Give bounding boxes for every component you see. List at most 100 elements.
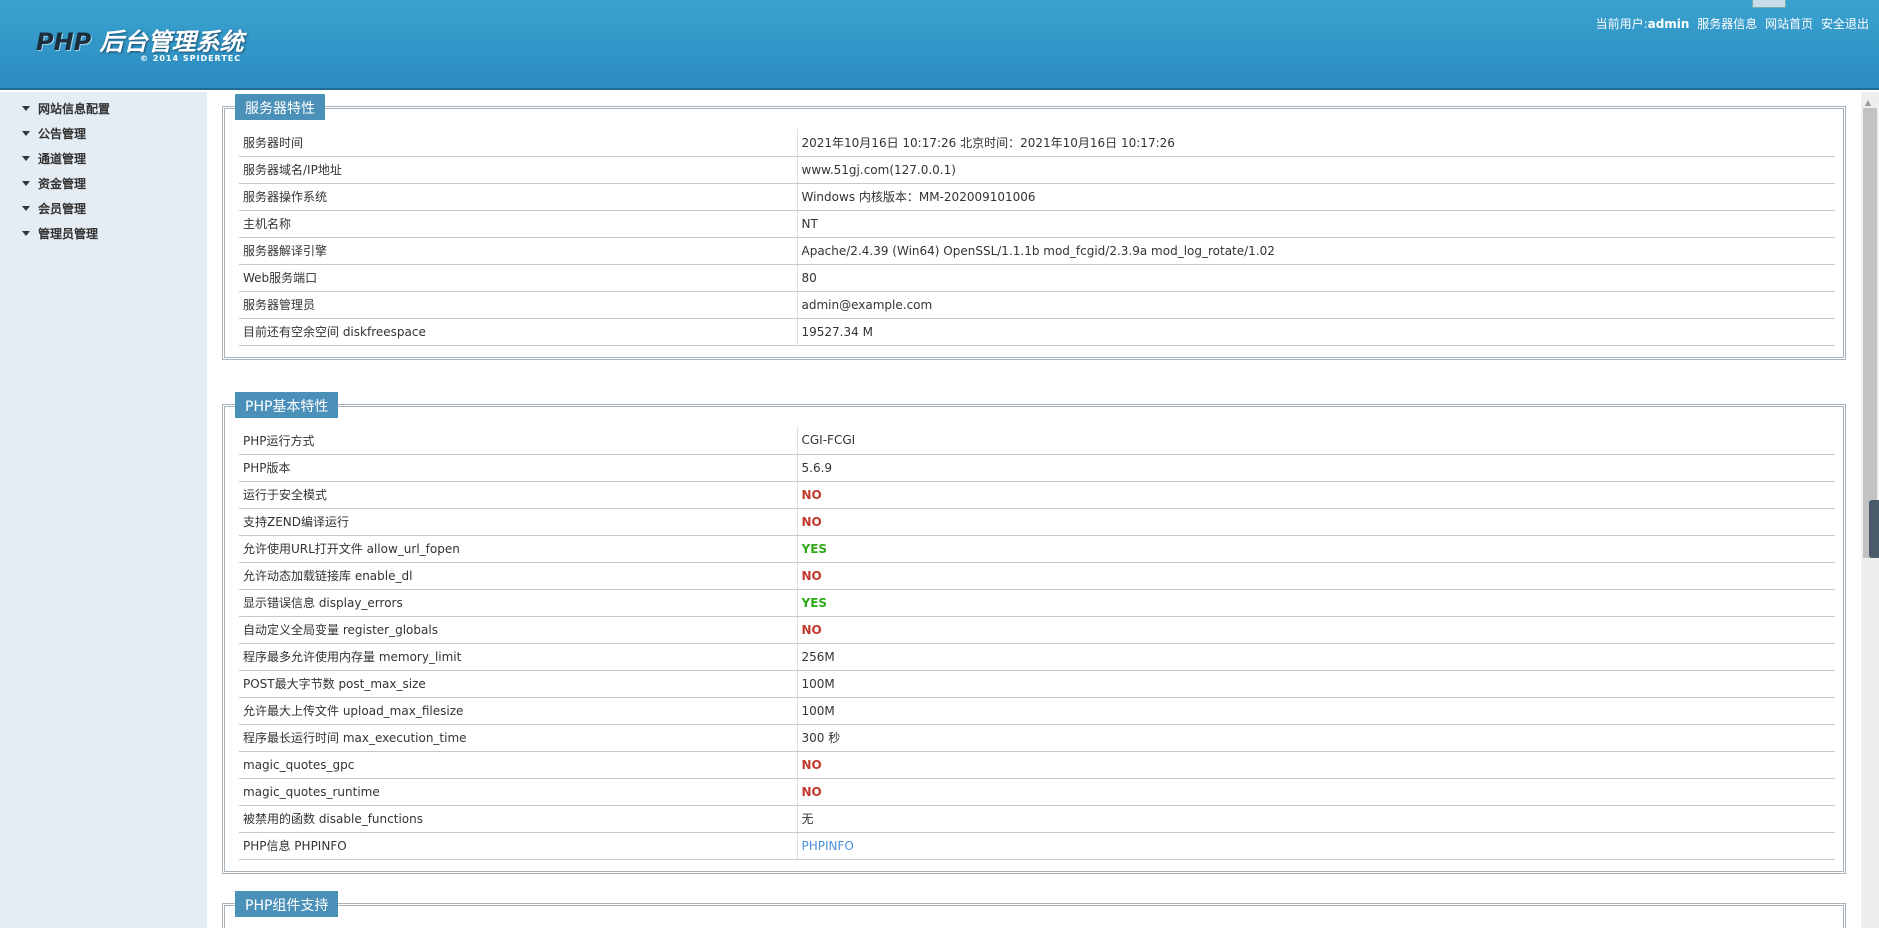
table-row: 允许动态加载链接库 enable_dl NO bbox=[239, 562, 1835, 590]
sidebar-item[interactable]: 公告管理 bbox=[0, 121, 207, 146]
row-label: 被禁用的函数 disable_functions bbox=[239, 805, 798, 833]
sidebar-item[interactable]: 通道管理 bbox=[0, 146, 207, 171]
row-label: 程序最长运行时间 max_execution_time bbox=[239, 724, 798, 752]
table-row: 目前还有空余空间 diskfreespace 19527.34 M bbox=[239, 318, 1835, 346]
table-row: 自动定义全局变量 register_globals NO bbox=[239, 616, 1835, 644]
table-row: 运行于安全模式 NO bbox=[239, 481, 1835, 509]
scroll-up-icon[interactable]: ▲ bbox=[1865, 98, 1872, 107]
table-row: 服务器操作系统 Windows 内核版本：MM-202009101006 bbox=[239, 183, 1835, 211]
row-value: NO bbox=[797, 616, 1835, 644]
row-value: 2021年10月16日 10:17:26 北京时间：2021年10月16日 10… bbox=[797, 129, 1835, 157]
header: PHP 后台管理系统 © 2014 SPIDERTEC 当前用户:admin 服… bbox=[0, 0, 1879, 90]
triangle-down-icon bbox=[22, 131, 30, 136]
row-value: NO bbox=[797, 751, 1835, 779]
info-table: 服务器时间 2021年10月16日 10:17:26 北京时间：2021年10月1… bbox=[239, 129, 1835, 346]
sidebar-item-label: 通道管理 bbox=[38, 152, 87, 166]
table-row: Web服务端口 80 bbox=[239, 264, 1835, 292]
triangle-down-icon bbox=[22, 206, 30, 211]
row-label: 服务器时间 bbox=[239, 129, 798, 157]
logo: PHP 后台管理系统 bbox=[36, 22, 244, 57]
triangle-down-icon bbox=[22, 156, 30, 161]
sidebar-item[interactable]: 会员管理 bbox=[0, 196, 207, 221]
link-site-home[interactable]: 网站首页 bbox=[1765, 17, 1814, 31]
sidebar: 网站信息配置 公告管理通道管理资金管理会员管理管理员管理 bbox=[0, 92, 207, 928]
row-value: CGI-FCGI bbox=[797, 427, 1835, 455]
triangle-down-icon bbox=[22, 106, 30, 111]
row-value: NO bbox=[797, 562, 1835, 590]
table-row: 服务器时间 2021年10月16日 10:17:26 北京时间：2021年10月1… bbox=[239, 129, 1835, 157]
table-row: PHP运行方式 CGI-FCGI bbox=[239, 427, 1835, 455]
row-value: 19527.34 M bbox=[797, 318, 1835, 346]
row-value: 256M bbox=[797, 643, 1835, 671]
row-label: 显示错误信息 display_errors bbox=[239, 589, 798, 617]
row-value: www.51gj.com(127.0.0.1) bbox=[797, 156, 1835, 184]
row-label: 自动定义全局变量 register_globals bbox=[239, 616, 798, 644]
row-value: 无 bbox=[797, 805, 1835, 833]
table-row: PHP版本 5.6.9 bbox=[239, 454, 1835, 482]
row-label: Web服务端口 bbox=[239, 264, 798, 292]
current-user-label: 当前用户: bbox=[1595, 17, 1648, 31]
row-value[interactable]: PHPINFO bbox=[797, 832, 1835, 860]
row-label: PHP运行方式 bbox=[239, 427, 798, 455]
table-row: 服务器管理员 admin@example.com bbox=[239, 291, 1835, 319]
row-label: 允许使用URL打开文件 allow_url_fopen bbox=[239, 535, 798, 563]
sidebar-item-label: 网站信息配置 bbox=[38, 102, 111, 116]
current-user: admin bbox=[1647, 17, 1690, 31]
section-title: 服务器特性 bbox=[235, 94, 325, 120]
link-server-info[interactable]: 服务器信息 bbox=[1697, 17, 1758, 31]
row-value: 80 bbox=[797, 264, 1835, 292]
section-0: 服务器特性服务器时间 2021年10月16日 10:17:26 北京时间：2021… bbox=[222, 94, 1846, 360]
sidebar-item-label: 管理员管理 bbox=[38, 227, 99, 241]
top-links: 当前用户:admin 服务器信息 网站首页 安全退出 bbox=[1596, 15, 1869, 32]
row-label: 支持ZEND编译运行 bbox=[239, 508, 798, 536]
sidebar-item[interactable]: 网站信息配置 bbox=[0, 96, 207, 121]
row-value: NO bbox=[797, 508, 1835, 536]
scroll-thumb[interactable] bbox=[1863, 108, 1877, 558]
table-row: 被禁用的函数 disable_functions 无 bbox=[239, 805, 1835, 833]
sidebar-item-label: 公告管理 bbox=[38, 127, 87, 141]
row-label: 服务器管理员 bbox=[239, 291, 798, 319]
logo-title: 后台管理系统 bbox=[91, 28, 244, 56]
sidebar-item-label: 会员管理 bbox=[38, 202, 87, 216]
row-label: 主机名称 bbox=[239, 210, 798, 238]
logo-subtitle: © 2014 SPIDERTEC bbox=[140, 54, 242, 63]
table-row: 程序最多允许使用内存量 memory_limit 256M bbox=[239, 643, 1835, 671]
top-button[interactable] bbox=[1752, 0, 1786, 8]
section-1: PHP基本特性 PHP运行方式 CGI-FCGI PHP版本 5.6.9 运行于安全模式 N… bbox=[222, 392, 1846, 874]
row-label: 允许动态加载链接库 enable_dl bbox=[239, 562, 798, 590]
section-2: PHP组件支持 bbox=[222, 891, 1846, 928]
row-label: magic_quotes_runtime bbox=[239, 778, 798, 806]
row-label: magic_quotes_gpc bbox=[239, 751, 798, 779]
row-value: 100M bbox=[797, 697, 1835, 725]
triangle-down-icon bbox=[22, 231, 30, 236]
row-value: NT bbox=[797, 210, 1835, 238]
sidebar-item[interactable]: 资金管理 bbox=[0, 171, 207, 196]
table-row: 服务器域名/IP地址 www.51gj.com(127.0.0.1) bbox=[239, 156, 1835, 184]
triangle-down-icon bbox=[22, 181, 30, 186]
main-content: 服务器特性服务器时间 2021年10月16日 10:17:26 北京时间：2021… bbox=[207, 92, 1861, 928]
row-label: 程序最多允许使用内存量 memory_limit bbox=[239, 643, 798, 671]
logo-php: PHP bbox=[36, 28, 92, 56]
sidebar-item[interactable]: 管理员管理 bbox=[0, 221, 207, 246]
row-label: PHP版本 bbox=[239, 454, 798, 482]
row-value: YES bbox=[797, 535, 1835, 563]
info-table: PHP运行方式 CGI-FCGI PHP版本 5.6.9 运行于安全模式 NO 支持ZEND… bbox=[239, 427, 1835, 860]
table-row: magic_quotes_gpc NO bbox=[239, 751, 1835, 779]
table-row: 允许使用URL打开文件 allow_url_fopen YES bbox=[239, 535, 1835, 563]
table-row: PHP信息 PHPINFO PHPINFO bbox=[239, 832, 1835, 860]
table-row: 程序最长运行时间 max_execution_time 300 秒 bbox=[239, 724, 1835, 752]
table-row: 主机名称 NT bbox=[239, 210, 1835, 238]
row-value: 300 秒 bbox=[797, 724, 1835, 752]
row-value: Apache/2.4.39 (Win64) OpenSSL/1.1.1b mod… bbox=[797, 237, 1835, 265]
row-value: YES bbox=[797, 589, 1835, 617]
row-label: 允许最大上传文件 upload_max_filesize bbox=[239, 697, 798, 725]
row-value: NO bbox=[797, 778, 1835, 806]
section-title: PHP组件支持 bbox=[235, 891, 339, 917]
link-logout[interactable]: 安全退出 bbox=[1820, 17, 1869, 31]
row-label: 目前还有空余空间 diskfreespace bbox=[239, 318, 798, 346]
row-value: 100M bbox=[797, 670, 1835, 698]
section-title: PHP基本特性 bbox=[235, 392, 339, 418]
sidebar-item-label: 资金管理 bbox=[38, 177, 87, 191]
floating-widget[interactable] bbox=[1869, 500, 1879, 558]
row-label: 服务器操作系统 bbox=[239, 183, 798, 211]
